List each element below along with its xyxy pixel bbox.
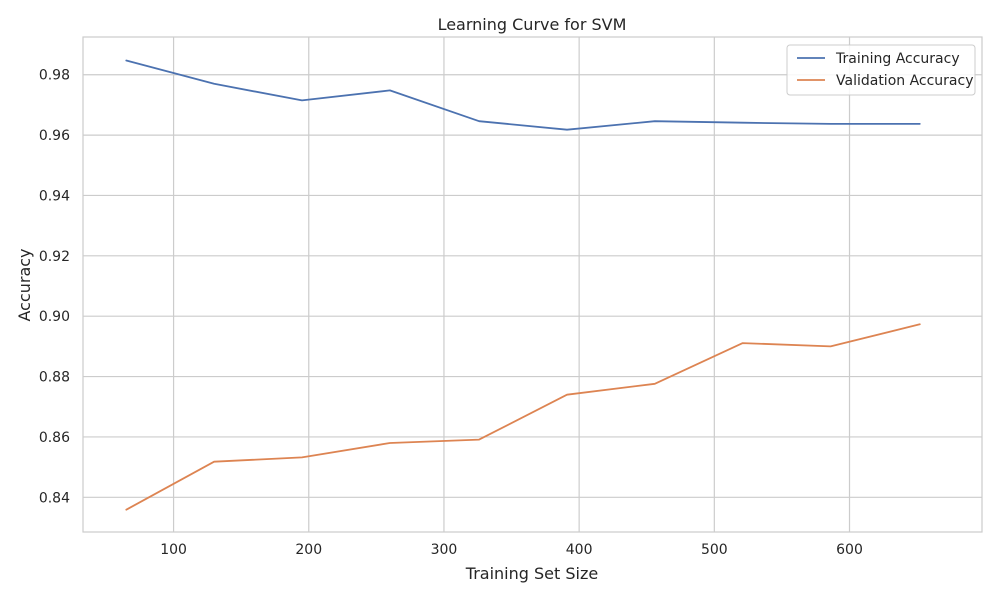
y-tick-label: 0.96	[39, 128, 70, 144]
y-tick-label: 0.94	[39, 188, 70, 204]
y-tick-label: 0.88	[39, 370, 70, 386]
legend-label-validation: Validation Accuracy	[836, 73, 974, 89]
x-tick-labels: 100 200 300 400 500 600	[160, 542, 863, 558]
series-lines	[125, 59, 921, 511]
legend-label-training: Training Accuracy	[835, 51, 960, 67]
x-tick-label: 100	[160, 542, 187, 558]
y-tick-label: 0.84	[39, 490, 70, 506]
x-tick-label: 500	[701, 542, 728, 558]
y-tick-labels: 0.84 0.86 0.88 0.90 0.92 0.94 0.96 0.98	[39, 68, 70, 507]
plot-frame	[82, 36, 983, 533]
legend: Training Accuracy Validation Accuracy	[786, 44, 976, 96]
grid-lines	[83, 37, 982, 532]
y-tick-label: 0.92	[39, 249, 70, 265]
y-tick-label: 0.98	[39, 68, 70, 84]
training-accuracy-line	[125, 59, 921, 131]
x-tick-label: 300	[431, 542, 458, 558]
x-axis-label: Training Set Size	[465, 564, 598, 583]
legend-box	[786, 44, 976, 96]
chart-title: Learning Curve for SVM	[438, 15, 627, 34]
x-tick-label: 200	[295, 542, 322, 558]
y-axis-label: Accuracy	[15, 248, 34, 321]
validation-accuracy-line	[125, 323, 921, 511]
y-tick-label: 0.86	[39, 430, 70, 446]
y-tick-label: 0.90	[39, 309, 70, 325]
x-tick-label: 600	[836, 542, 863, 558]
x-tick-label: 400	[566, 542, 593, 558]
